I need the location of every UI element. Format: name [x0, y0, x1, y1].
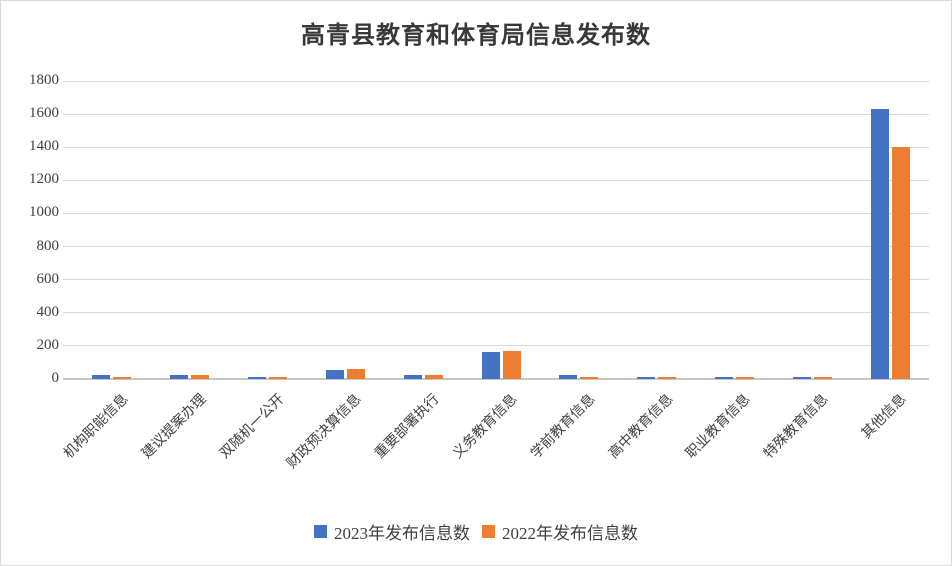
gridline: [73, 179, 929, 181]
x-axis-line: [63, 378, 929, 380]
gridline: [73, 113, 929, 115]
bar-2023-7: [559, 374, 578, 379]
bar-2022-9: [735, 376, 754, 379]
gridline: [73, 279, 929, 281]
bar-2022-8: [658, 376, 677, 379]
legend: 2023年发布信息数 2022年发布信息数: [1, 519, 951, 544]
x-axis-category-label: 机构职能信息: [61, 391, 132, 462]
x-axis-category-label: 高中教育信息: [606, 391, 677, 462]
legend-label: 2022年发布信息数: [502, 524, 638, 543]
bar-2023-9: [714, 376, 733, 379]
x-axis-category-label: 特殊教育信息: [761, 391, 832, 462]
bar-2022-4: [346, 369, 365, 379]
bar-2022-6: [502, 350, 521, 379]
bar-2023-1: [92, 374, 111, 379]
x-axis-category-label: 义务教育信息: [450, 391, 521, 462]
gridline: [73, 80, 929, 82]
y-axis-tick: [63, 345, 73, 347]
y-axis-tick: [63, 80, 73, 82]
y-axis-tick-label: 1600: [29, 105, 59, 122]
bar-2022-1: [113, 377, 132, 379]
y-axis-tick-label: 0: [51, 370, 60, 386]
bar-2022-7: [580, 377, 599, 379]
x-axis-category-label: 学前教育信息: [528, 391, 599, 462]
y-axis-tick-label: 800: [36, 237, 60, 254]
x-axis-category-label: 其他信息: [859, 391, 910, 443]
y-axis-tick-label: 1200: [29, 171, 59, 188]
bar-2022-2: [191, 374, 210, 379]
bar-2022-3: [269, 377, 288, 379]
y-axis-tick: [63, 113, 73, 115]
bar-2023-11: [870, 109, 889, 379]
y-axis-tick-label: 200: [36, 336, 60, 353]
bar-2023-3: [248, 376, 267, 379]
bar-2023-6: [481, 351, 500, 379]
y-axis-tick-label: 1400: [29, 138, 59, 155]
y-axis-tick: [63, 146, 73, 148]
legend-label: 2023年发布信息数: [334, 524, 470, 543]
bar-2023-5: [403, 375, 422, 379]
gridline: [73, 146, 929, 148]
x-axis-category-label: 建议提案办理: [139, 391, 210, 462]
y-axis-tick: [63, 312, 73, 314]
gridline: [73, 212, 929, 214]
y-axis-tick-label: 600: [36, 270, 60, 287]
bar-2022-5: [424, 375, 443, 379]
x-axis-category-label: 双随机一公开: [216, 391, 287, 462]
y-axis-tick: [63, 246, 73, 248]
bar-2023-2: [170, 374, 189, 379]
x-axis-category-label: 财政预决算信息: [284, 391, 365, 472]
bar-2023-4: [325, 369, 344, 379]
y-axis-tick: [63, 279, 73, 281]
gridline: [73, 246, 929, 248]
legend-item-2023: 2023年发布信息数: [314, 519, 470, 544]
x-axis-category-label: 重要部署执行: [372, 391, 443, 462]
bar-2022-10: [813, 376, 832, 379]
y-axis-tick: [63, 179, 73, 181]
legend-swatch-icon: [314, 525, 327, 538]
bar-2023-10: [792, 376, 811, 379]
legend-swatch-icon: [482, 525, 495, 538]
bar-2022-11: [891, 147, 910, 379]
chart-title: 高青县教育和体育局信息发布数: [301, 23, 651, 49]
y-axis-tick-label: 1000: [29, 204, 59, 221]
legend-item-2022: 2022年发布信息数: [482, 519, 638, 544]
gridline: [73, 345, 929, 347]
y-axis-tick-label: 400: [36, 303, 60, 320]
x-axis-category-label: 职业教育信息: [683, 391, 754, 462]
gridline: [73, 312, 929, 314]
y-axis-tick: [63, 212, 73, 214]
y-axis-tick-label: 1800: [29, 72, 59, 88]
bar-2023-8: [637, 376, 656, 379]
